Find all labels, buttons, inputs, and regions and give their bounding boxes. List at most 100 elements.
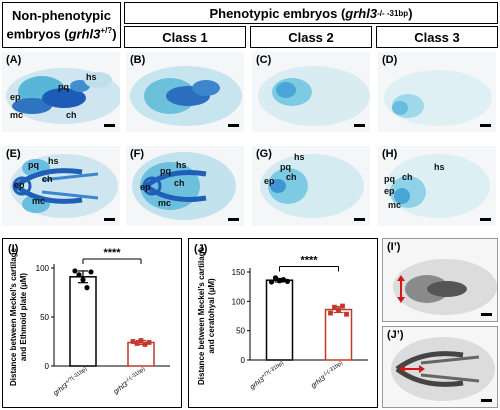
micrograph-a: (A) ep pq hs mc ch	[2, 52, 120, 132]
panel-label-i-prime: (I’)	[387, 241, 401, 253]
header-class3: Class 3	[376, 26, 498, 48]
y-tick-label: 100	[36, 264, 50, 273]
scale-bar	[228, 124, 239, 127]
annotation-ch: ch	[402, 172, 413, 182]
chart-box-i	[2, 238, 182, 408]
data-point	[332, 304, 337, 310]
data-point	[76, 272, 82, 278]
x-tick-label-genotype: -/-(-31bp)	[322, 360, 344, 378]
y-tick-label: 100	[232, 297, 246, 306]
data-point	[344, 311, 349, 317]
micrograph-h-image	[386, 154, 490, 218]
scale-bar	[481, 399, 492, 402]
panel-label: (E)	[6, 148, 21, 160]
data-point	[328, 310, 333, 316]
y-axis-label-line2: and ceratohyal (µM)	[207, 278, 216, 354]
y-axis-label-line2: and Ethmoid plate (µM)	[19, 273, 28, 361]
panel-label: (F)	[130, 148, 145, 160]
data-point	[272, 275, 279, 281]
micrograph-a-image	[6, 68, 120, 124]
micrograph-e: (E) hs pq ch ep mc	[2, 146, 120, 226]
scale-bar	[104, 124, 115, 127]
header-phenotypic: Phenotypic embryos (grhl3 -/- -31bp)	[124, 2, 498, 24]
data-point	[268, 279, 275, 285]
annotation-ch: ch	[174, 178, 185, 188]
annotation-pq: pq	[384, 174, 395, 184]
header-non-phenotypic-line1: Non-phenotypic	[12, 8, 111, 24]
annotation-ep: ep	[264, 176, 275, 186]
x-tick-label: grhl3+/?(-31bp)	[248, 360, 287, 391]
annotation-hs: hs	[434, 162, 445, 172]
bar	[265, 279, 294, 361]
annotation-ep: ep	[384, 186, 395, 196]
annotation-ch: ch	[286, 172, 297, 182]
micrograph-i-prime: (I’)	[382, 238, 498, 322]
micrograph-j-prime: (J’)	[382, 326, 498, 408]
y-axis-label-line1: Distance between Meckel’s cartilage	[197, 246, 206, 385]
data-point	[88, 269, 94, 275]
scale-bar	[480, 218, 491, 221]
panel-label: (D)	[382, 54, 398, 66]
micrograph-g: (G) hs pq ch ep	[252, 146, 370, 226]
micrograph-e-image	[10, 154, 118, 218]
y-axis-label-line1: Distance between Meckel’s cartilage	[9, 247, 18, 386]
annotation-hs: hs	[176, 160, 187, 170]
data-point	[142, 342, 148, 347]
chart-i: (I) 0 50 100 Distance between Meckel’s carti…	[8, 243, 170, 397]
annotation-ch: ch	[42, 174, 53, 184]
y-tick-label: 50	[40, 313, 49, 322]
panel-label: (C)	[256, 54, 272, 66]
panel-label: (I)	[8, 243, 19, 255]
micrograph-g-image	[260, 154, 364, 218]
scale-bar	[354, 218, 365, 221]
micrograph-b: (B)	[126, 52, 244, 132]
y-tick-label: 0	[45, 362, 50, 371]
annotation-mc: mc	[10, 110, 24, 120]
annotation-mc: mc	[32, 196, 46, 206]
annotation-hs: hs	[48, 156, 59, 166]
panel-label: (J)	[194, 243, 208, 255]
micrograph-f-image	[132, 152, 236, 220]
micrograph-b-image	[130, 66, 242, 126]
x-tick-label: grhl3-/-(-31bp)	[111, 366, 148, 396]
bar	[127, 341, 155, 367]
header-class1: Class 1	[124, 26, 246, 48]
header-class2: Class 2	[250, 26, 372, 48]
annotation-ep: ep	[14, 180, 25, 190]
data-point	[336, 307, 341, 313]
annotation-ch: ch	[66, 110, 77, 120]
x-tick-label: grhl3-/-(-31bp)	[309, 360, 346, 390]
chart-j: (J) 0 50 100 150 Distance between Meckel’s ca…	[194, 243, 368, 391]
panel-label: (G)	[256, 148, 272, 160]
micrograph-c: (C)	[252, 52, 370, 132]
annotation-ep: ep	[140, 182, 151, 192]
data-point	[130, 339, 136, 344]
micrograph-c-image	[258, 66, 370, 126]
x-tick-label: grhl3+/?(-31bp)	[51, 366, 90, 397]
data-point	[340, 303, 345, 309]
data-point	[72, 268, 78, 274]
panel-label-j-prime: (J’)	[387, 329, 404, 341]
data-point	[146, 340, 152, 345]
data-point	[84, 285, 90, 291]
annotation-hs: hs	[86, 72, 97, 82]
micrograph-j-prime-image	[391, 337, 495, 401]
panel-label: (H)	[382, 148, 398, 160]
scale-bar	[480, 124, 491, 127]
annotation-pq: pq	[28, 160, 39, 170]
y-tick-label: 0	[241, 356, 246, 365]
data-point	[138, 338, 144, 343]
scale-bar	[354, 124, 365, 127]
annotation-pq: pq	[160, 166, 171, 176]
annotation-pq: pq	[280, 162, 291, 172]
y-tick-label: 150	[232, 268, 246, 277]
bar	[324, 308, 353, 361]
micrograph-i-prime-image	[393, 259, 497, 315]
header-non-phenotypic-line2: embryos (grhl3+/?)	[6, 26, 117, 42]
y-tick-label: 50	[236, 327, 245, 336]
scale-bar	[228, 218, 239, 221]
annotation-ep: ep	[10, 92, 21, 102]
annotation-mc: mc	[388, 200, 402, 210]
panel-label: (B)	[130, 54, 146, 66]
annotation-pq: pq	[58, 82, 69, 92]
